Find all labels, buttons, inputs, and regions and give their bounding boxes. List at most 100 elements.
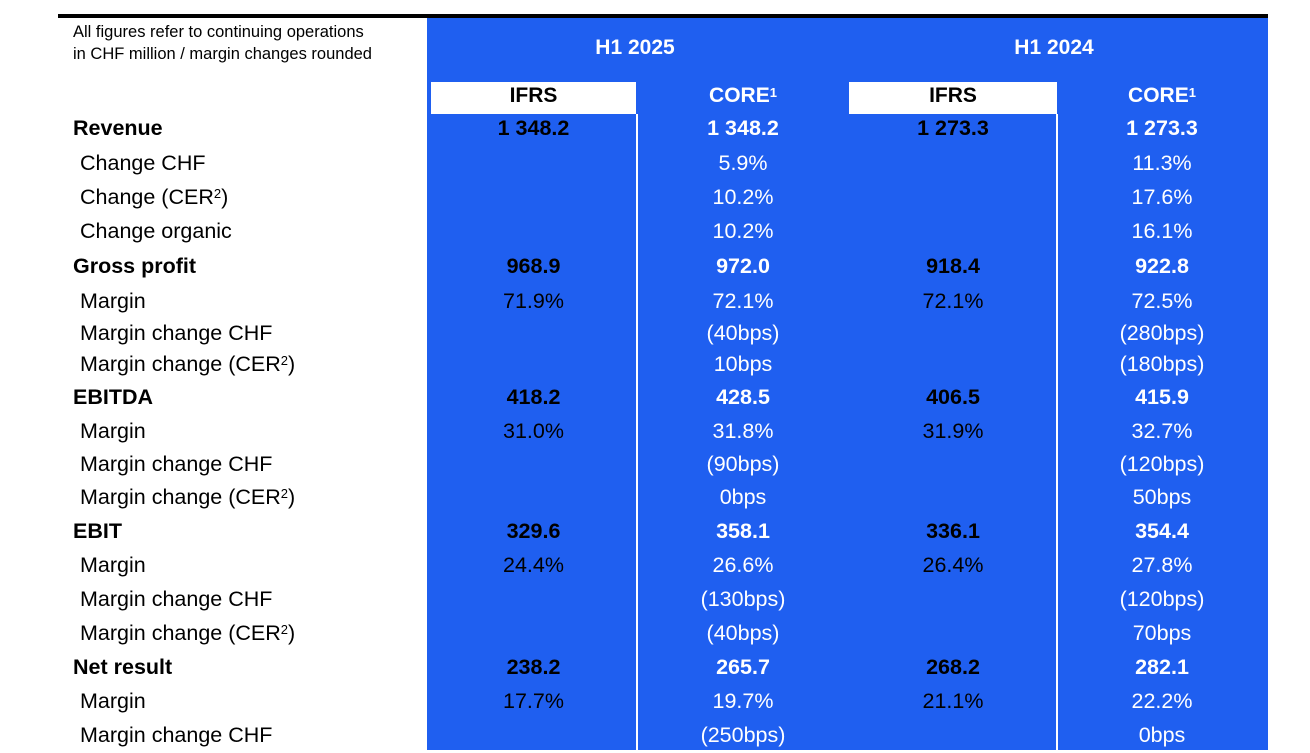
row-label: Change organic <box>80 215 232 247</box>
table-cell: 968.9 <box>506 254 561 278</box>
table-row: EBITDA 418.2 428.5 406.5 415.9 <box>0 381 1310 415</box>
row-label-text: EBITDA <box>73 385 154 409</box>
table-cell: 31.9% <box>922 419 984 443</box>
row-label: Change CHF <box>80 147 205 179</box>
table-cell: 918.4 <box>926 254 980 278</box>
table-cell: 11.3% <box>1132 151 1192 175</box>
row-label-suffix: ) <box>288 485 296 509</box>
table-cell: 27.8% <box>1131 553 1193 577</box>
table-cell: 10.2% <box>712 185 774 209</box>
subheader-core: CORE1 <box>638 82 848 110</box>
table-cell: 10bps <box>713 352 773 376</box>
row-label: Margin change (CER2) <box>80 617 295 649</box>
row-label-text: Change (CER <box>80 185 214 209</box>
table-row: Net result 238.2 265.7 268.2 282.1 <box>0 651 1310 685</box>
row-label-text: Margin change (CER <box>80 485 281 509</box>
row-label: EBITDA <box>73 381 153 413</box>
table-cell: (40bps) <box>706 321 780 345</box>
row-label: Change (CER2) <box>80 181 228 213</box>
table-cell: 5.9% <box>718 151 768 175</box>
row-label-text: Margin <box>80 689 146 713</box>
table-cell: 31.8% <box>712 419 774 443</box>
table-cell: 418.2 <box>506 385 561 409</box>
row-label: Margin change CHF <box>80 583 272 615</box>
table-cell: 265.7 <box>716 655 770 679</box>
table-cell: 24.4% <box>503 553 564 577</box>
table-row: Gross profit 968.9 972.0 918.4 922.8 <box>0 250 1310 284</box>
table-cell: 19.7% <box>712 689 774 713</box>
table-row: Margin change CHF (250bps) 0bps <box>0 719 1310 753</box>
table-cell: 16.1% <box>1131 219 1193 243</box>
row-label-text: Margin change CHF <box>80 452 273 476</box>
table-row: Revenue 1 348.2 1 348.2 1 273.3 1 273.3 <box>0 112 1310 146</box>
table-cell: 358.1 <box>716 519 770 543</box>
table-cell: 0bps <box>1138 723 1186 747</box>
row-label-text: EBIT <box>73 519 122 543</box>
table-note-line: All figures refer to continuing operatio… <box>73 23 364 41</box>
table-row: Margin 17.7% 19.7% 21.1% 22.2% <box>0 685 1310 719</box>
row-label: Margin <box>80 285 146 317</box>
table-row: Margin 71.9% 72.1% 72.1% 72.5% <box>0 285 1310 319</box>
table-cell: 1 348.2 <box>497 116 570 140</box>
table-cell: 1 273.3 <box>1126 116 1198 140</box>
footnote-marker: 1 <box>1188 85 1196 100</box>
table-note: All figures refer to continuing operatio… <box>73 21 372 65</box>
table-cell: 922.8 <box>1135 254 1189 278</box>
period-header-h1-2025: H1 2025 <box>595 36 675 59</box>
row-label-text: Change CHF <box>80 151 206 175</box>
table-cell: 10.2% <box>712 219 774 243</box>
subheader-ifrs: IFRS <box>431 82 636 110</box>
table-cell: 31.0% <box>503 419 564 443</box>
row-label-text: Net result <box>73 655 173 679</box>
table-row: Change (CER2) 10.2% 17.6% <box>0 181 1310 215</box>
table-row: Change CHF 5.9% 11.3% <box>0 147 1310 181</box>
row-label-text: Margin <box>80 419 146 443</box>
table-cell: (250bps) <box>700 723 786 747</box>
table-cell: 238.2 <box>506 655 561 679</box>
period-header-h1-2024: H1 2024 <box>1014 36 1094 59</box>
row-label: Margin <box>80 549 146 581</box>
ifrs-header-cell-2025 <box>431 82 636 114</box>
footnote-marker: 2 <box>280 486 288 501</box>
table-cell: 0bps <box>719 485 767 509</box>
row-label-text: Margin change CHF <box>80 723 273 747</box>
table-cell: (120bps) <box>1119 452 1205 476</box>
subheader-text: IFRS <box>509 84 558 107</box>
subheader-text: CORE <box>709 84 770 107</box>
table-cell: 17.6% <box>1131 185 1193 209</box>
table-cell: 50bps <box>1132 485 1192 509</box>
table-cell: (90bps) <box>706 452 780 476</box>
table-cell: 72.1% <box>922 289 984 313</box>
row-label: EBIT <box>73 515 122 547</box>
table-row: Margin change (CER2) (40bps) 70bps <box>0 617 1310 651</box>
table-cell: 32.7% <box>1131 419 1193 443</box>
subheader-core: CORE1 <box>1058 82 1266 110</box>
table-cell: (280bps) <box>1119 321 1205 345</box>
row-label: Margin change CHF <box>80 448 272 480</box>
table-cell: (130bps) <box>700 587 786 611</box>
table-row: Margin 31.0% 31.8% 31.9% 32.7% <box>0 415 1310 449</box>
table-row: Margin change (CER2) 0bps 50bps <box>0 481 1310 515</box>
row-label-text: Revenue <box>73 116 163 140</box>
blue-column-background <box>427 18 1268 750</box>
row-label-suffix: ) <box>288 352 296 376</box>
table-cell: 72.5% <box>1131 289 1193 313</box>
row-label: Margin change (CER2) <box>80 348 295 380</box>
row-label-text: Margin change CHF <box>80 587 273 611</box>
table-cell: 21.1% <box>922 689 984 713</box>
column-divider <box>636 114 638 750</box>
footnote-marker: 2 <box>280 622 288 637</box>
subheader-ifrs: IFRS <box>849 82 1057 110</box>
table-row: Margin change CHF (130bps) (120bps) <box>0 583 1310 617</box>
table-row: Margin change CHF (40bps) (280bps) <box>0 317 1310 351</box>
table-row: Change organic 10.2% 16.1% <box>0 215 1310 249</box>
table-cell: 71.9% <box>503 289 564 313</box>
table-row: Margin 24.4% 26.6% 26.4% 27.8% <box>0 549 1310 583</box>
row-label-text: Margin <box>80 289 146 313</box>
table-cell: 336.1 <box>926 519 980 543</box>
row-label-text: Margin change (CER <box>80 352 281 376</box>
table-cell: 22.2% <box>1131 689 1193 713</box>
table-cell: (40bps) <box>706 621 780 645</box>
table-row: EBIT 329.6 358.1 336.1 354.4 <box>0 515 1310 549</box>
row-label-text: Gross profit <box>73 254 197 278</box>
